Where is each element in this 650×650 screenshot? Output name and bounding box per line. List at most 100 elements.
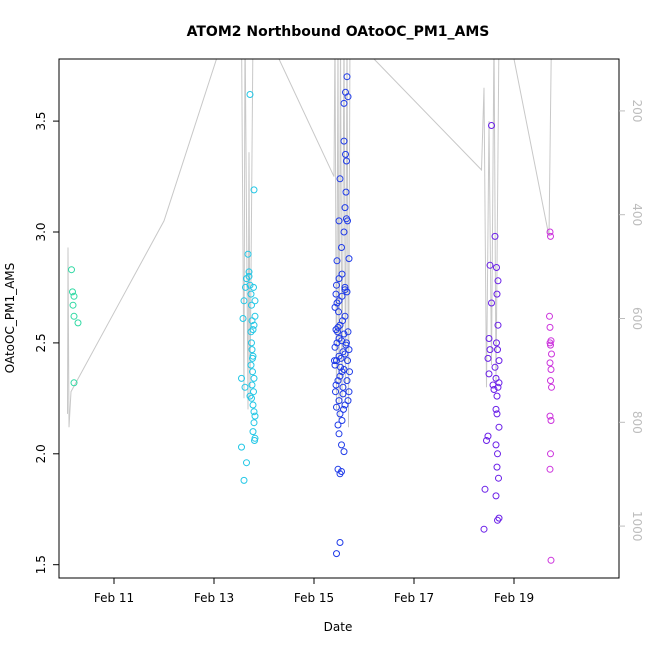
data-point — [344, 397, 352, 405]
data-point — [334, 328, 341, 336]
data-point — [69, 288, 76, 296]
data-point — [344, 357, 351, 365]
y-tick-label: 3.0 — [34, 222, 48, 241]
data-point — [250, 374, 258, 382]
data-point — [548, 383, 555, 391]
data-point — [240, 476, 248, 484]
data-point — [343, 377, 351, 385]
data-point — [238, 443, 245, 451]
data-point — [547, 366, 555, 373]
data-point — [338, 468, 345, 475]
data-point — [493, 392, 501, 400]
data-point — [339, 390, 347, 398]
y-tick-label: 1.5 — [34, 555, 48, 574]
x-axis: Feb 11 Feb 13 Feb 15 Feb 17 Feb 19 — [94, 578, 534, 605]
data-point — [333, 403, 340, 411]
data-point — [547, 377, 554, 385]
data-point — [345, 388, 353, 396]
data-point — [340, 448, 348, 456]
data-point — [336, 372, 344, 380]
right-axis: 200 400 600 800 1000 — [619, 99, 644, 541]
data-point — [340, 137, 348, 145]
data-point — [69, 301, 77, 309]
data-point — [547, 556, 555, 564]
data-point — [495, 423, 503, 431]
data-point — [249, 354, 256, 362]
data-point — [493, 463, 501, 471]
data-point — [335, 308, 342, 316]
data-point — [494, 346, 501, 354]
data-point — [332, 290, 340, 298]
altitude-trace — [67, 59, 552, 428]
data-point — [251, 437, 258, 444]
y-tick-label: 3.5 — [34, 112, 48, 131]
x-tick-label: Feb 19 — [494, 591, 534, 605]
data-point — [342, 150, 349, 158]
data-point — [245, 272, 253, 280]
data-point — [341, 204, 349, 212]
data-points — [68, 73, 555, 564]
data-point — [333, 281, 340, 289]
data-point — [247, 290, 255, 298]
data-point — [331, 357, 338, 365]
data-point — [492, 492, 500, 500]
data-point — [74, 319, 82, 327]
data-point — [494, 277, 502, 285]
data-point — [493, 410, 501, 418]
data-point — [248, 301, 255, 309]
data-point — [340, 330, 348, 338]
x-tick-label: Feb 13 — [194, 591, 234, 605]
right-tick-label: 800 — [630, 411, 644, 434]
x-axis-label: Date — [324, 620, 353, 634]
chart-title: ATOM2 Northbound OAtoOC_PM1_AMS — [187, 24, 490, 40]
data-point — [250, 388, 257, 396]
data-point — [334, 465, 342, 473]
x-tick-label: Feb 15 — [294, 591, 334, 605]
data-point — [238, 374, 245, 382]
right-tick-label: 1000 — [630, 511, 644, 542]
right-tick-label: 200 — [630, 99, 644, 122]
data-point — [334, 323, 342, 331]
data-point — [340, 228, 348, 236]
data-point — [546, 465, 554, 473]
data-point — [346, 368, 353, 376]
data-point — [336, 410, 344, 418]
data-point — [335, 352, 343, 360]
data-point — [333, 257, 341, 265]
data-point — [335, 397, 343, 405]
data-point — [245, 268, 253, 276]
data-point — [492, 441, 500, 449]
data-point — [342, 188, 350, 196]
data-point — [249, 401, 257, 409]
data-point — [546, 323, 554, 331]
data-point — [481, 485, 489, 493]
data-point — [344, 217, 351, 225]
data-point — [495, 474, 502, 482]
data-point — [68, 266, 75, 274]
data-point — [342, 341, 350, 349]
data-point — [248, 339, 255, 347]
data-point — [250, 321, 258, 329]
data-point — [338, 244, 345, 251]
data-point — [246, 281, 254, 289]
data-point — [495, 357, 503, 365]
data-point — [484, 432, 492, 440]
data-point — [547, 232, 554, 240]
data-point — [243, 459, 250, 467]
data-point — [341, 350, 349, 358]
data-point — [344, 93, 352, 101]
x-tick-label: Feb 17 — [394, 591, 434, 605]
data-point — [547, 450, 554, 458]
right-tick-label: 600 — [630, 307, 644, 330]
data-point — [249, 428, 257, 436]
data-point — [333, 299, 341, 307]
data-point — [250, 283, 257, 291]
data-point — [70, 312, 78, 320]
data-point — [547, 341, 554, 349]
data-point — [70, 379, 78, 387]
data-point — [248, 381, 256, 389]
data-point — [493, 339, 500, 347]
data-point — [488, 122, 495, 129]
data-point — [334, 421, 342, 429]
data-point — [333, 550, 340, 558]
